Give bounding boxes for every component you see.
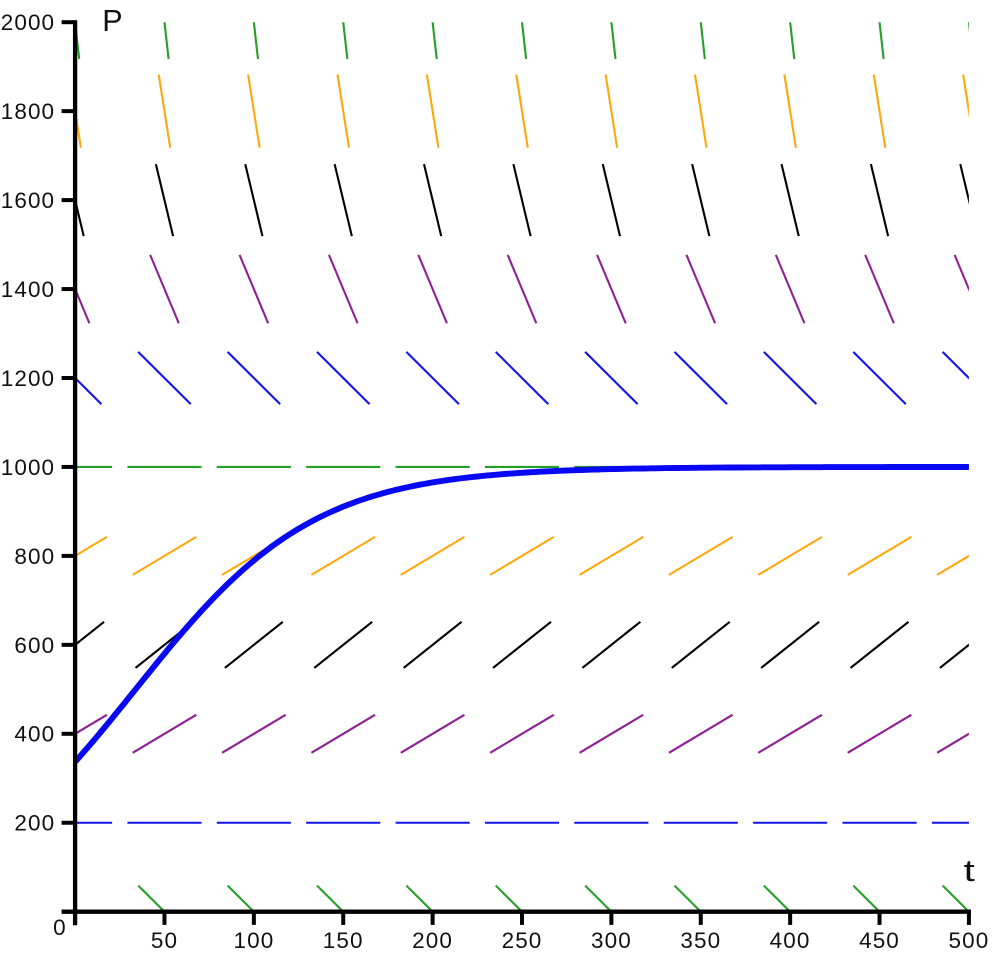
svg-text:150: 150 — [323, 928, 364, 953]
svg-text:1400: 1400 — [1, 277, 55, 302]
svg-text:1800: 1800 — [1, 99, 55, 124]
svg-text:t: t — [964, 854, 976, 888]
svg-text:0: 0 — [53, 915, 67, 940]
svg-text:500: 500 — [948, 928, 989, 953]
svg-text:450: 450 — [859, 928, 900, 953]
svg-text:400: 400 — [14, 722, 55, 747]
svg-text:400: 400 — [770, 928, 811, 953]
svg-text:350: 350 — [680, 928, 721, 953]
svg-text:1600: 1600 — [1, 188, 55, 213]
svg-text:2000: 2000 — [1, 10, 55, 35]
svg-text:100: 100 — [233, 928, 274, 953]
svg-text:1200: 1200 — [1, 366, 55, 391]
svg-text:200: 200 — [14, 811, 55, 836]
svg-text:250: 250 — [502, 928, 543, 953]
svg-text:1000: 1000 — [1, 455, 55, 480]
svg-text:300: 300 — [591, 928, 632, 953]
svg-text:50: 50 — [151, 928, 178, 953]
svg-text:600: 600 — [14, 633, 55, 658]
svg-text:200: 200 — [412, 928, 453, 953]
svg-text:P: P — [102, 4, 122, 38]
svg-text:800: 800 — [14, 544, 55, 569]
